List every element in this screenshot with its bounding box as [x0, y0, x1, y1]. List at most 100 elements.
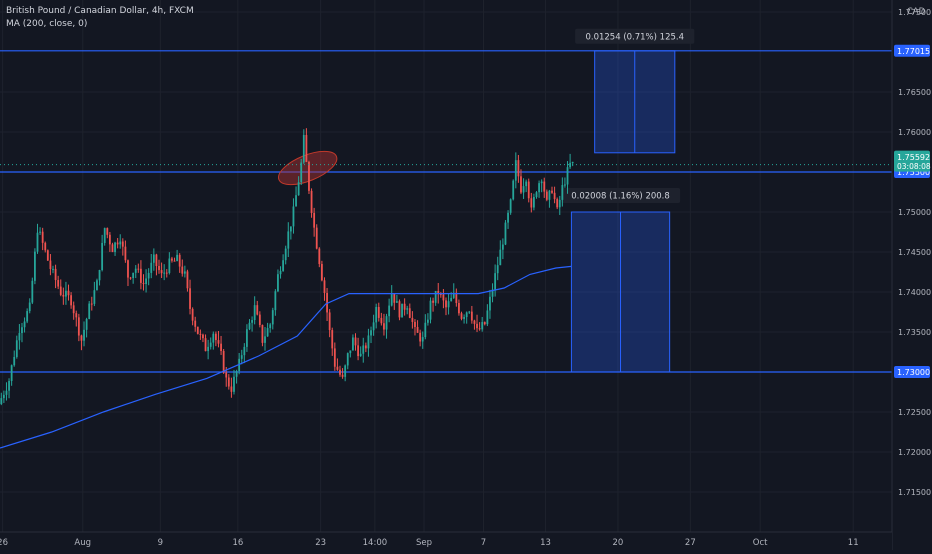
candle-body	[481, 322, 484, 330]
measure-label-bg	[575, 28, 695, 44]
candle	[85, 317, 88, 338]
candle	[134, 265, 137, 279]
candle-body	[463, 317, 466, 319]
candle-body	[556, 199, 559, 208]
candle-body	[571, 161, 574, 163]
time-tick-label: Sep	[416, 538, 432, 548]
candle	[129, 276, 132, 280]
candle	[152, 248, 155, 271]
candle-body	[111, 244, 114, 253]
time-tick-label: 23	[315, 538, 326, 548]
candle-body	[171, 258, 173, 261]
candle-body	[23, 321, 26, 328]
candle	[65, 281, 67, 305]
candle	[535, 191, 538, 199]
candle	[512, 179, 515, 201]
candle-body	[538, 183, 540, 193]
candle-body	[442, 294, 445, 301]
candle	[323, 277, 326, 301]
candle	[77, 313, 80, 342]
candle-body	[225, 372, 228, 378]
measure-box-2: 0.02008 (1.16%) 200.8	[560, 188, 681, 373]
candle	[0, 392, 3, 406]
candle	[499, 240, 502, 266]
candle	[217, 330, 220, 348]
currency-label: CAD	[907, 7, 926, 17]
candle-body	[517, 160, 520, 177]
candle-body	[8, 380, 10, 391]
candle-body	[533, 197, 535, 208]
candle	[494, 264, 497, 297]
candle	[256, 300, 259, 316]
candle-body	[147, 272, 150, 279]
candle	[501, 238, 504, 260]
candle	[377, 302, 380, 322]
candle	[551, 186, 553, 194]
candle-body	[522, 186, 525, 193]
highlight-ellipse	[278, 150, 338, 186]
candle-body	[411, 317, 414, 322]
time-axis: 26 Aug 9 16 23 14:00 Sep 7 13 20 27 Oct 11	[0, 531, 892, 550]
candle	[566, 161, 569, 194]
candle	[199, 329, 202, 340]
candle-body	[468, 311, 471, 313]
candle-body	[390, 293, 393, 306]
candle	[212, 331, 215, 350]
candle	[320, 260, 323, 282]
candle-body	[478, 328, 481, 330]
candle-body	[470, 311, 473, 321]
candle-body	[336, 366, 339, 370]
candle-body	[39, 231, 41, 233]
candle	[114, 241, 116, 256]
candle	[62, 287, 65, 305]
candle-body	[367, 335, 370, 349]
candle	[88, 301, 91, 320]
candle-body	[214, 333, 217, 341]
candle	[202, 333, 204, 343]
candle-body	[5, 390, 8, 395]
candle	[59, 279, 62, 297]
candle-body	[145, 278, 147, 285]
candle-body	[318, 248, 321, 264]
candle	[13, 350, 16, 367]
candle-body	[194, 320, 197, 327]
candle-body	[483, 322, 486, 325]
candle-body	[346, 353, 349, 366]
time-axis-bg	[0, 532, 892, 550]
time-tick-label: 9	[158, 538, 163, 548]
candle-body	[233, 376, 235, 392]
candle	[207, 339, 210, 360]
candle-body	[540, 181, 543, 184]
candle	[447, 293, 450, 315]
measure-label-bg	[560, 188, 681, 203]
time-tick-label: Aug	[74, 538, 91, 548]
candle-body	[284, 248, 287, 261]
candle	[398, 299, 401, 321]
candle-body	[458, 303, 460, 314]
price-tick-label: 1.74000	[898, 288, 931, 297]
candle	[483, 321, 486, 326]
candle-body	[393, 293, 396, 303]
candle	[538, 180, 540, 198]
measure-box-1: 0.01254 (0.71%) 125.4	[575, 28, 695, 154]
candle	[173, 257, 176, 262]
candle-body	[142, 282, 145, 285]
candle	[465, 311, 468, 324]
candle	[455, 288, 458, 307]
candle	[93, 281, 96, 307]
candle	[406, 305, 409, 315]
candle	[375, 303, 378, 329]
indicator-label: MA (200, close, 0)	[6, 19, 88, 29]
candle	[419, 329, 422, 347]
candle	[194, 316, 197, 332]
candle	[83, 321, 85, 347]
candle	[243, 343, 246, 364]
candle-body	[44, 242, 47, 251]
candle	[452, 283, 455, 300]
candle	[49, 254, 52, 276]
candle	[414, 319, 416, 336]
candle	[222, 348, 225, 374]
candle	[145, 269, 147, 293]
